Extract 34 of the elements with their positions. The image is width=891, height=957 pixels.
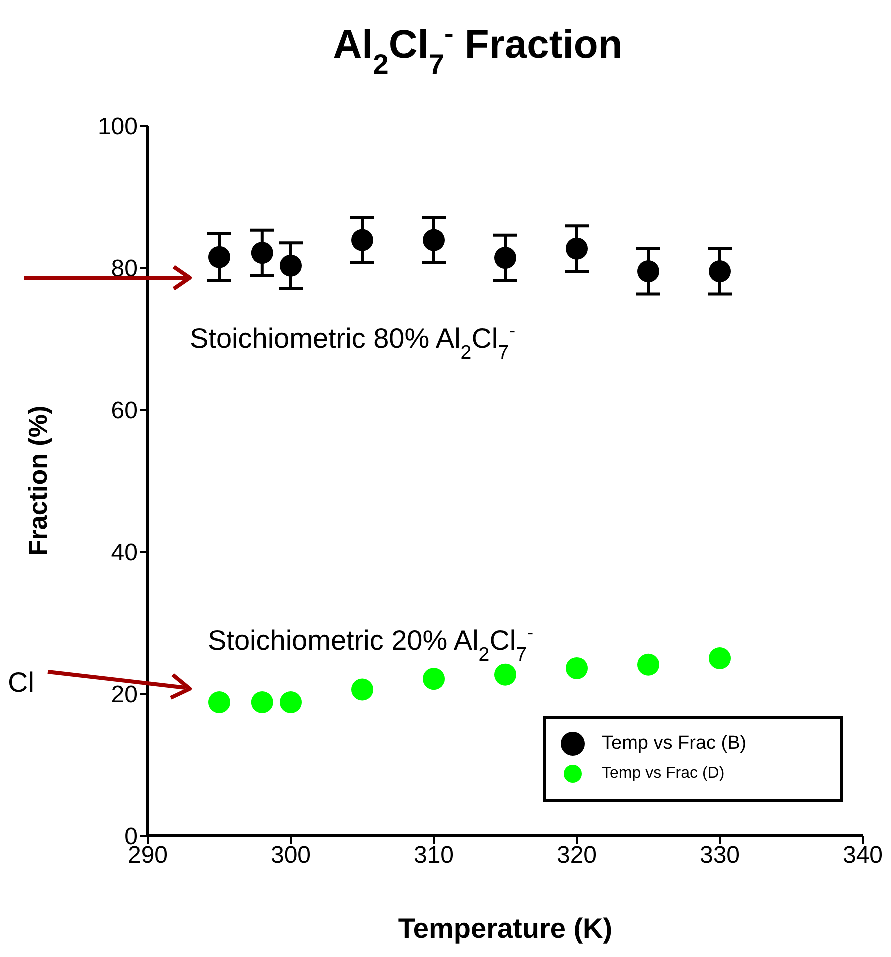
point	[709, 260, 731, 283]
x-tick-label: 330	[700, 842, 740, 870]
x-tick-label: 340	[842, 842, 884, 870]
point	[208, 692, 230, 714]
x-axis-title: Temperature (K)	[398, 913, 613, 944]
y-tick-label: 100	[98, 114, 138, 141]
legend-label: Temp vs Frac (D)	[602, 765, 725, 783]
point	[709, 648, 731, 670]
x-tick-label: 300	[270, 842, 312, 870]
point	[566, 238, 588, 260]
y-tick-label: 60	[111, 398, 138, 425]
point	[352, 229, 374, 252]
y-axis-title: Fraction (%)	[23, 406, 54, 556]
point	[208, 246, 230, 268]
point	[352, 678, 374, 701]
x-tick-label: 310	[414, 842, 454, 870]
point	[494, 247, 516, 270]
y-tick-label: 80	[111, 256, 138, 283]
text: Cl	[8, 667, 34, 698]
legend-label: Temp vs Frac (B)	[602, 733, 747, 755]
point	[638, 260, 660, 283]
point	[280, 692, 302, 714]
x-tick-label: 320	[556, 842, 598, 870]
point	[251, 692, 274, 714]
point	[423, 668, 445, 690]
point	[423, 229, 445, 252]
point	[494, 664, 516, 686]
y-tick-label: 20	[111, 682, 138, 709]
y-tick-label: 40	[111, 540, 138, 567]
chart-title: Al$_{2}$Cl$_{7}$$^{-}$ Fraction	[333, 18, 623, 80]
point	[280, 254, 302, 277]
point	[251, 242, 274, 264]
point	[638, 654, 660, 676]
point	[566, 657, 588, 680]
